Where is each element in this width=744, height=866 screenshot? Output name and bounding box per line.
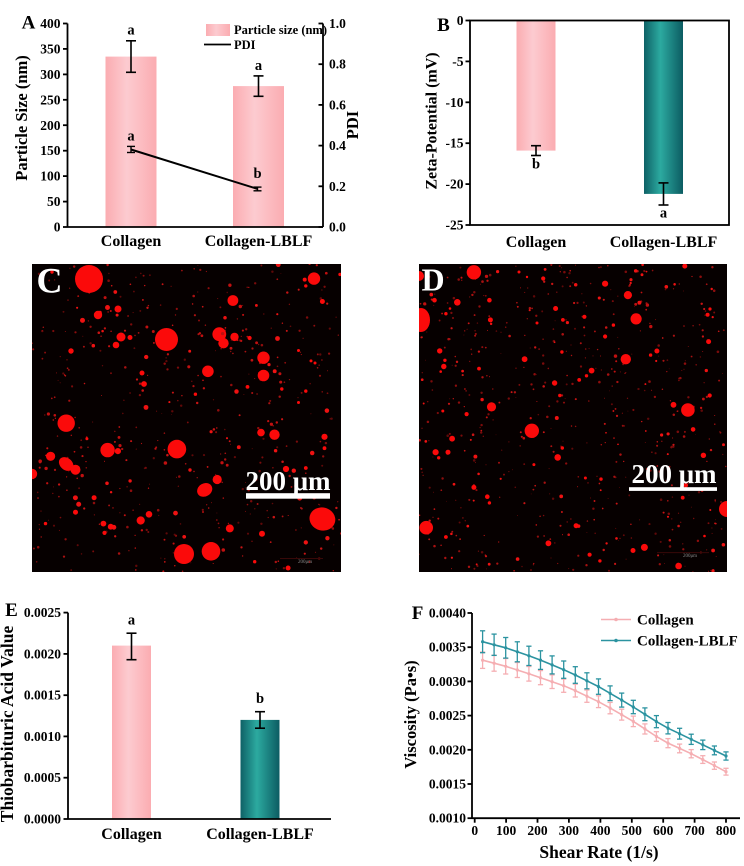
svg-text:0.0040: 0.0040	[429, 606, 466, 621]
svg-text:-5: -5	[452, 54, 463, 69]
svg-text:Shear Rate (1/s): Shear Rate (1/s)	[539, 842, 658, 862]
svg-text:0: 0	[471, 823, 478, 838]
svg-text:700: 700	[684, 823, 705, 838]
svg-text:Collagen: Collagen	[101, 233, 162, 250]
svg-text:150: 150	[40, 143, 61, 158]
svg-text:0.0020: 0.0020	[429, 742, 466, 757]
svg-text:A: A	[22, 13, 36, 34]
svg-text:D: D	[421, 262, 444, 298]
svg-text:a: a	[128, 613, 136, 629]
svg-text:1.0: 1.0	[329, 16, 346, 31]
svg-text:300: 300	[559, 823, 580, 838]
svg-text:C: C	[37, 261, 63, 301]
svg-text:-25: -25	[446, 218, 464, 233]
svg-text:400: 400	[40, 16, 61, 31]
svg-text:0: 0	[54, 220, 61, 235]
svg-text:0.4: 0.4	[329, 138, 346, 153]
svg-text:a: a	[255, 58, 263, 74]
svg-text:200 μm: 200 μm	[631, 459, 717, 489]
svg-text:200μm: 200μm	[683, 554, 697, 559]
svg-text:Zeta-Potential (mV): Zeta-Potential (mV)	[424, 52, 441, 189]
svg-text:0.0035: 0.0035	[429, 640, 466, 655]
svg-text:Particle Size (nm): Particle Size (nm)	[12, 55, 31, 181]
svg-text:800: 800	[716, 823, 737, 838]
svg-text:200 μm: 200 μm	[245, 466, 331, 496]
svg-text:400: 400	[590, 823, 611, 838]
svg-text:100: 100	[40, 169, 61, 184]
svg-text:300: 300	[40, 67, 61, 82]
svg-text:b: b	[256, 691, 264, 707]
svg-text:a: a	[660, 206, 668, 222]
svg-text:500: 500	[622, 823, 643, 838]
svg-text:0.0000: 0.0000	[24, 812, 61, 827]
svg-text:Thiobarbituric Acid Value: Thiobarbituric Acid Value	[0, 626, 17, 823]
svg-text:350: 350	[40, 41, 61, 56]
svg-text:F: F	[412, 603, 424, 624]
svg-text:0.8: 0.8	[329, 57, 346, 72]
svg-text:200μm: 200μm	[298, 560, 312, 565]
svg-text:0.0015: 0.0015	[429, 777, 466, 792]
svg-text:PDI: PDI	[343, 111, 362, 139]
svg-text:b: b	[253, 166, 261, 182]
svg-text:250: 250	[40, 92, 61, 107]
svg-text:Collagen: Collagen	[637, 613, 694, 629]
svg-text:200: 200	[40, 118, 61, 133]
svg-text:-10: -10	[446, 95, 464, 110]
svg-text:Collagen: Collagen	[506, 234, 567, 251]
svg-text:0.0005: 0.0005	[24, 770, 61, 785]
svg-text:Viscosity (Pa•s): Viscosity (Pa•s)	[401, 660, 420, 768]
svg-text:100: 100	[496, 823, 517, 838]
svg-text:0.0015: 0.0015	[24, 688, 61, 703]
svg-text:Collagen-LBLF: Collagen-LBLF	[206, 826, 314, 843]
svg-text:PDI: PDI	[234, 38, 256, 52]
svg-text:0.0030: 0.0030	[429, 674, 466, 689]
svg-text:0.0020: 0.0020	[24, 646, 61, 661]
svg-text:Collagen-LBLF: Collagen-LBLF	[205, 233, 313, 250]
svg-text:0.0010: 0.0010	[24, 729, 61, 744]
svg-text:B: B	[437, 15, 450, 36]
svg-text:a: a	[127, 129, 135, 145]
svg-text:0.0: 0.0	[329, 220, 346, 235]
svg-text:0.2: 0.2	[329, 179, 346, 194]
svg-text:a: a	[127, 23, 135, 39]
svg-text:200: 200	[527, 823, 548, 838]
svg-text:Collagen-LBLF: Collagen-LBLF	[637, 634, 738, 650]
svg-text:Collagen: Collagen	[101, 826, 162, 843]
svg-text:600: 600	[653, 823, 674, 838]
svg-text:0.0025: 0.0025	[429, 708, 466, 723]
svg-text:Collagen-LBLF: Collagen-LBLF	[610, 234, 718, 251]
svg-text:-15: -15	[446, 136, 464, 151]
svg-text:-20: -20	[446, 177, 464, 192]
svg-text:0.0010: 0.0010	[429, 811, 466, 826]
svg-text:E: E	[5, 600, 18, 621]
svg-text:Particle size (nm): Particle size (nm)	[234, 23, 327, 37]
svg-text:0.0025: 0.0025	[24, 605, 61, 620]
svg-text:0: 0	[457, 13, 464, 28]
svg-text:0.6: 0.6	[329, 97, 346, 112]
svg-text:b: b	[532, 157, 540, 173]
svg-text:50: 50	[47, 194, 61, 209]
